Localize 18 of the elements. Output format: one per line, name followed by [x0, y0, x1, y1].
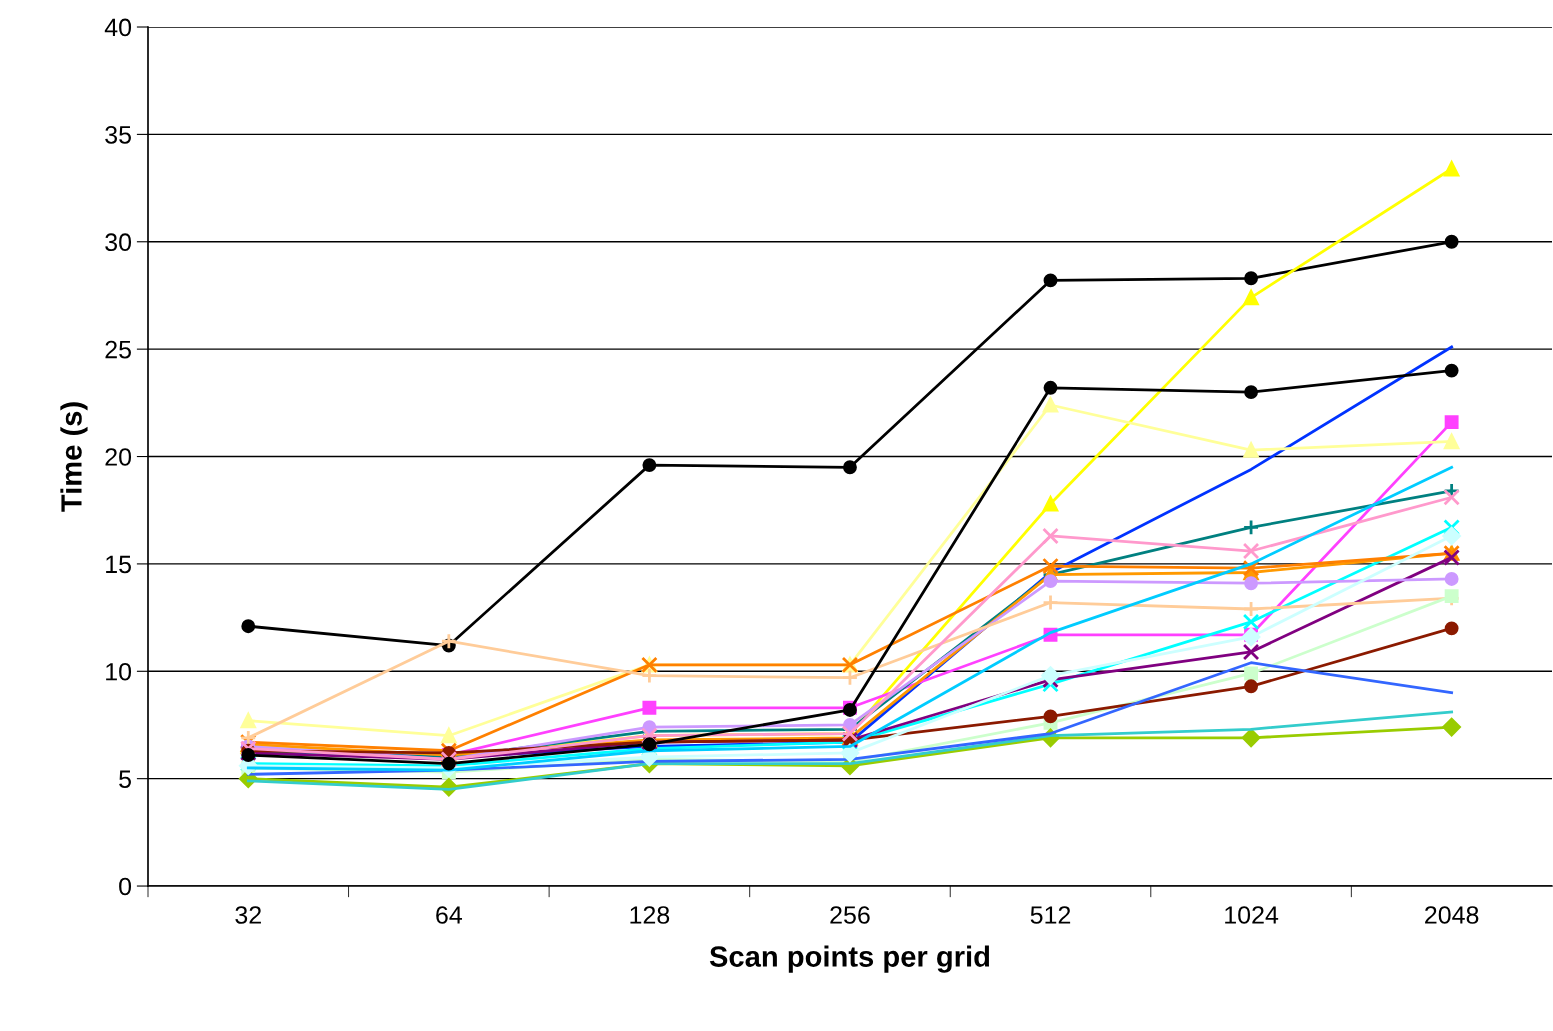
y-tick-label: 0	[119, 877, 132, 896]
y-tick-label: 25	[105, 340, 131, 359]
y-tick-label: 20	[105, 448, 132, 466]
y-tick-label: 5	[119, 770, 131, 788]
y-tick-label: 35	[105, 125, 131, 144]
y-tick-label: 30	[105, 233, 132, 252]
x-axis-title: Scan points per grid	[709, 945, 990, 973]
x-tick-label: 32	[235, 906, 261, 924]
x-tick-label: 2048	[1425, 906, 1479, 924]
y-axis-title: Time (s)	[60, 402, 88, 512]
y-tick-label: 40	[104, 18, 132, 37]
y-tick-label: 15	[106, 555, 131, 574]
x-tick-label: 128	[630, 906, 670, 924]
x-tick-label: 512	[1030, 906, 1071, 924]
x-tick-label: 256	[830, 906, 870, 924]
x-tick-label: 64	[436, 906, 463, 924]
y-tick-label: 10	[106, 662, 132, 681]
x-tick-label: 1024	[1225, 906, 1279, 924]
